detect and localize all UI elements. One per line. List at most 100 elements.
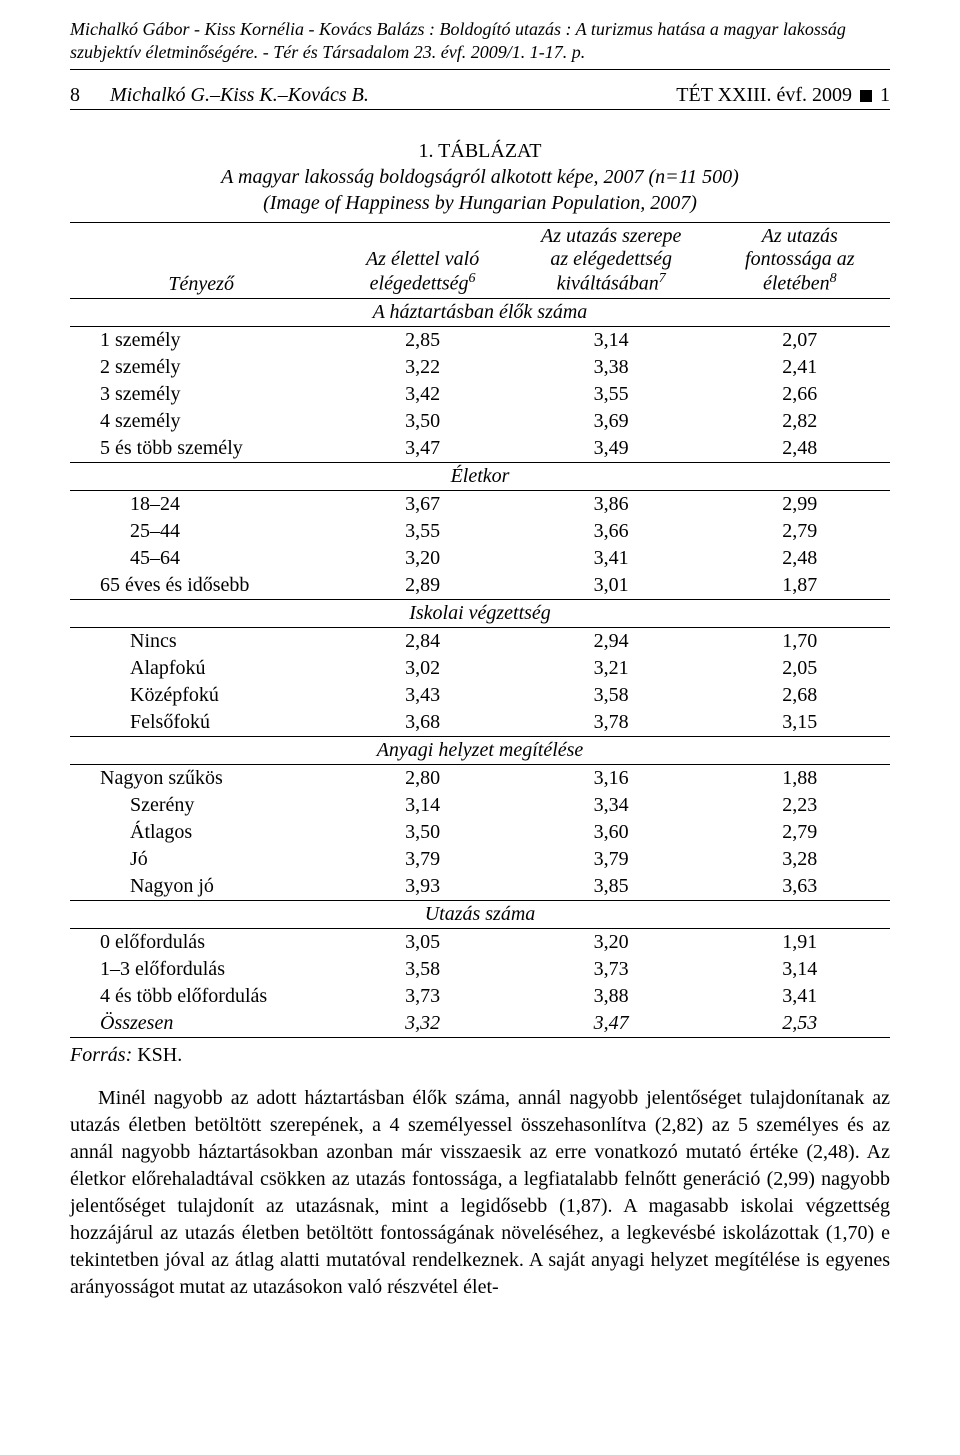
row-label: 25–44 <box>70 518 332 545</box>
cell-value: 3,58 <box>332 956 512 983</box>
cell-value: 3,28 <box>710 846 890 873</box>
cell-value: 3,49 <box>513 435 710 463</box>
cell-value: 2,82 <box>710 408 890 435</box>
cell-value: 3,34 <box>513 792 710 819</box>
cell-value: 2,80 <box>332 764 512 792</box>
cell-value: 1,70 <box>710 627 890 655</box>
row-label: 1 személy <box>70 326 332 354</box>
cell-value: 3,16 <box>513 764 710 792</box>
cell-value: 2,66 <box>710 381 890 408</box>
page-header: 8 Michalkó G.–Kiss K.–Kovács B. TÉT XXII… <box>70 84 890 110</box>
paragraph: Minél nagyobb az adott háztartásban élők… <box>70 1085 890 1301</box>
cell-value: 2,48 <box>710 435 890 463</box>
row-label: 45–64 <box>70 545 332 572</box>
cell-value: 3,50 <box>332 819 512 846</box>
row-label: 4 személy <box>70 408 332 435</box>
authors-short: Michalkó G.–Kiss K.–Kovács B. <box>110 84 369 107</box>
col2-sup: 7 <box>659 271 666 286</box>
journal-ref-b: 1 <box>880 84 890 107</box>
cell-value: 3,14 <box>513 326 710 354</box>
page-number: 8 <box>70 84 80 107</box>
cell-value: 3,78 <box>513 709 710 737</box>
cell-value: 3,88 <box>513 983 710 1010</box>
cell-value: 3,79 <box>513 846 710 873</box>
col-travel-role: Az utazás szerepe az elégedettség kivált… <box>513 223 710 299</box>
cell-value: 3,69 <box>513 408 710 435</box>
cell-value: 3,05 <box>332 928 512 956</box>
cell-value: 3,01 <box>513 572 710 600</box>
section-title: Anyagi helyzet megítélése <box>70 736 890 764</box>
caption-line2: A magyar lakosság boldogságról alkotott … <box>70 164 890 190</box>
section-title: A háztartásban élők száma <box>70 298 890 326</box>
cell-value: 3,68 <box>332 709 512 737</box>
black-square-icon <box>860 90 872 102</box>
source-label: Forrás: <box>70 1044 132 1066</box>
col-satisfaction: Az élettel való elégedettség6 <box>332 223 512 299</box>
page: Michalkó Gábor - Kiss Kornélia - Kovács … <box>0 0 960 1455</box>
cell-value: 3,58 <box>513 682 710 709</box>
col3-a: Az utazás <box>762 225 838 247</box>
row-label: Alapfokú <box>70 655 332 682</box>
journal-ref-a: TÉT XXIII. évf. 2009 <box>676 84 852 107</box>
col3-b: fontossága az <box>745 248 854 270</box>
table-source: Forrás: KSH. <box>70 1044 890 1067</box>
cell-value: 2,84 <box>332 627 512 655</box>
cell-value: 2,41 <box>710 354 890 381</box>
cell-value: 3,60 <box>513 819 710 846</box>
cell-value: 3,66 <box>513 518 710 545</box>
cell-value: 2,53 <box>710 1010 890 1038</box>
cell-value: 3,50 <box>332 408 512 435</box>
section-title: Iskolai végzettség <box>70 599 890 627</box>
row-label: Szerény <box>70 792 332 819</box>
col2-a: Az utazás szerepe <box>541 225 681 247</box>
cell-value: 2,99 <box>710 490 890 518</box>
col1-b: elégedettség <box>370 273 469 295</box>
row-label: Felsőfokú <box>70 709 332 737</box>
cell-value: 2,85 <box>332 326 512 354</box>
col1-sup: 6 <box>469 271 476 286</box>
cell-value: 3,47 <box>332 435 512 463</box>
row-label: Nagyon jó <box>70 873 332 901</box>
caption-line1: 1. TÁBLÁZAT <box>70 138 890 164</box>
cell-value: 2,94 <box>513 627 710 655</box>
row-label: Összesen <box>70 1010 332 1038</box>
cell-value: 3,42 <box>332 381 512 408</box>
cell-value: 2,23 <box>710 792 890 819</box>
cell-value: 3,22 <box>332 354 512 381</box>
cell-value: 1,91 <box>710 928 890 956</box>
cell-value: 3,67 <box>332 490 512 518</box>
row-label: 1–3 előfordulás <box>70 956 332 983</box>
cell-value: 3,43 <box>332 682 512 709</box>
cell-value: 2,07 <box>710 326 890 354</box>
cell-value: 3,38 <box>513 354 710 381</box>
col2-b: az elégedettség <box>550 248 672 270</box>
col3-sup: 8 <box>830 271 837 286</box>
row-label: 3 személy <box>70 381 332 408</box>
cell-value: 2,79 <box>710 819 890 846</box>
row-label: 65 éves és idősebb <box>70 572 332 600</box>
cell-value: 3,41 <box>710 983 890 1010</box>
cell-value: 2,89 <box>332 572 512 600</box>
cell-value: 3,15 <box>710 709 890 737</box>
cell-value: 3,86 <box>513 490 710 518</box>
section-title: Életkor <box>70 462 890 490</box>
cell-value: 3,20 <box>513 928 710 956</box>
cell-value: 3,55 <box>332 518 512 545</box>
cell-value: 1,88 <box>710 764 890 792</box>
body-text: Minél nagyobb az adott háztartásban élők… <box>70 1085 890 1301</box>
data-table: Tényező Az élettel való elégedettség6 Az… <box>70 222 890 1038</box>
cell-value: 3,14 <box>710 956 890 983</box>
row-label: Nincs <box>70 627 332 655</box>
row-label: 0 előfordulás <box>70 928 332 956</box>
caption-line3: (Image of Happiness by Hungarian Populat… <box>70 190 890 216</box>
cell-value: 3,14 <box>332 792 512 819</box>
row-label: 2 személy <box>70 354 332 381</box>
cell-value: 2,68 <box>710 682 890 709</box>
cell-value: 3,93 <box>332 873 512 901</box>
cell-value: 2,79 <box>710 518 890 545</box>
table-caption: 1. TÁBLÁZAT A magyar lakosság boldogságr… <box>70 138 890 216</box>
cell-value: 3,21 <box>513 655 710 682</box>
cell-value: 3,47 <box>513 1010 710 1038</box>
cell-value: 3,73 <box>513 956 710 983</box>
row-label: Nagyon szűkös <box>70 764 332 792</box>
